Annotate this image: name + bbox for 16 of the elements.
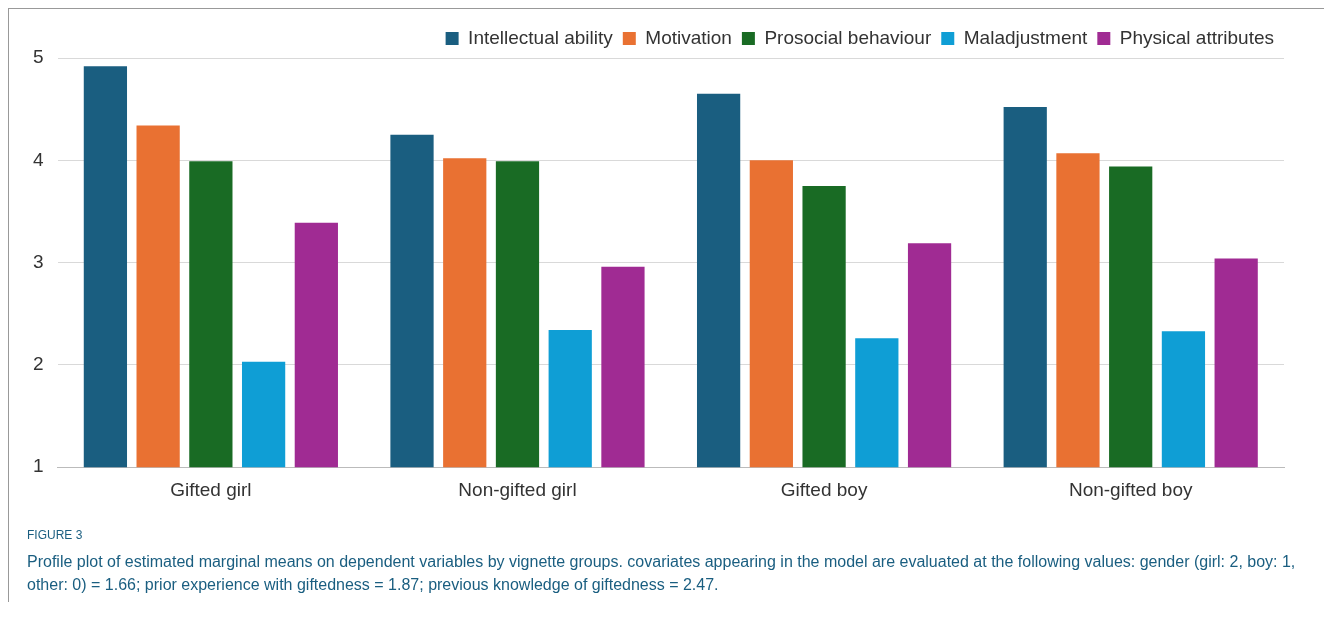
x-tick-label: Non-gifted girl [458,478,577,500]
x-tick-label: Gifted girl [170,478,252,500]
legend-label: Physical attributes [1119,26,1275,48]
y-tick-label: 1 [32,455,44,477]
y-tick-label: 2 [32,353,44,375]
x-tick-label: Gifted boy [780,478,868,500]
y-tick-label: 5 [32,46,44,68]
legend-label: Maladjustment [963,26,1089,48]
y-tick-label: 3 [32,250,44,272]
y-tick-label: 4 [32,148,44,170]
legend-label: Prosocial behaviour [764,26,932,48]
legend-label: Intellectual ability [468,26,614,48]
caption: FIGURE 3 [27,528,84,542]
text: Profile plot of estimated marginal means on dependent variables by vignette groups. covariates appearing in the model are evaluated at the following values: gender (girl: 2, boy: 1, other: 0) = 1.66; prior experience with giftedness = 1.87; previous knowledge of giftedness = 2.47. [27,552,1297,595]
x-tick-label: Non-gifted boy [1068,478,1193,500]
legend-label: Motivation [645,26,732,48]
